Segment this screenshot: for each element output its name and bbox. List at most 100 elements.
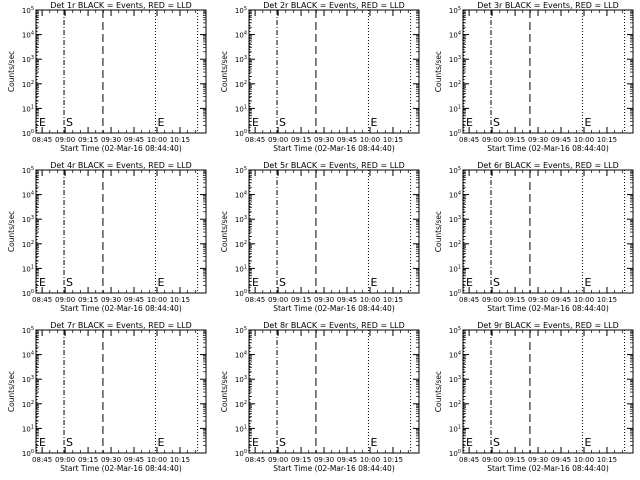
x-tick-label: 10:00 [360,456,380,464]
y-axis-label: Counts/sec [7,371,16,412]
y-tick-label: 105 [235,6,247,15]
y-axis-label: Counts/sec [220,51,229,92]
plot-frame [248,329,420,454]
x-tick-label: 09:15 [505,296,525,304]
x-tick-label: 10:15 [597,296,617,304]
marker-label: E [157,116,164,129]
x-tick-label: 09:45 [337,456,357,464]
plot-frame [462,169,634,294]
y-tick-label: 100 [22,129,34,138]
panel-title: Det 7r BLACK = Events, RED = LLD [50,321,192,330]
x-tick-label: 10:00 [147,136,167,144]
y-tick-label: 104 [22,31,34,40]
x-tick-label: 09:00 [55,136,75,144]
marker-label: E [252,276,259,289]
x-tick-label: 09:30 [314,136,334,144]
y-tick-label: 101 [22,264,34,273]
marker-label: S [279,116,286,129]
y-tick-label: 105 [449,166,461,175]
detector-panel-1: Det 1r BLACK = Events, RED = LLD 100 101 10… [7,1,207,153]
y-tick-label: 103 [235,215,247,224]
x-tick-label: 09:45 [124,456,144,464]
x-tick-label: 10:00 [574,296,594,304]
detector-panel-7: Det 7r BLACK = Events, RED = LLD 100 101 10… [7,321,207,473]
plot-frame [35,9,207,134]
x-tick-label: 08:45 [32,136,52,144]
x-tick-label: 09:15 [78,136,98,144]
x-tick-label: 09:15 [78,456,98,464]
marker-label: S [66,436,73,449]
x-tick-label: 10:15 [383,456,403,464]
y-tick-label: 105 [449,6,461,15]
x-tick-label: 08:45 [245,456,265,464]
x-tick-label: 09:00 [268,136,288,144]
x-tick-label: 09:45 [124,296,144,304]
y-tick-label: 100 [449,289,461,298]
marker-label: E [370,116,377,129]
x-tick-label: 09:00 [268,456,288,464]
marker-label: E [157,276,164,289]
y-tick-label: 105 [22,166,34,175]
marker-label: E [584,436,591,449]
y-tick-label: 101 [235,104,247,113]
y-tick-label: 104 [449,191,461,200]
y-tick-label: 103 [449,55,461,64]
y-tick-label: 103 [235,375,247,384]
marker-label: E [370,436,377,449]
marker-label: S [279,436,286,449]
y-tick-label: 100 [235,449,247,458]
y-tick-label: 104 [235,191,247,200]
y-tick-label: 103 [22,375,34,384]
marker-label: S [493,436,500,449]
marker-label: E [584,116,591,129]
x-tick-label: 08:45 [32,456,52,464]
y-tick-label: 100 [22,449,34,458]
panel-title: Det 2r BLACK = Events, RED = LLD [263,1,405,10]
x-tick-label: 09:30 [528,456,548,464]
y-tick-label: 101 [449,264,461,273]
y-tick-label: 102 [449,400,461,409]
y-tick-label: 101 [22,104,34,113]
x-tick-label: 09:30 [314,456,334,464]
marker-label: S [66,276,73,289]
marker-label: S [493,116,500,129]
x-tick-label: 09:15 [291,296,311,304]
x-tick-label: 08:45 [32,296,52,304]
x-tick-label: 09:30 [101,456,121,464]
x-tick-label: 09:30 [314,296,334,304]
y-axis-label: Counts/sec [220,211,229,252]
plot-frame [462,9,634,134]
panel-title: Det 6r BLACK = Events, RED = LLD [477,161,619,170]
y-tick-label: 103 [22,55,34,64]
plot-frame [462,329,634,454]
x-tick-label: 10:15 [383,136,403,144]
y-tick-label: 102 [22,400,34,409]
y-tick-label: 102 [235,80,247,89]
panel-title: Det 3r BLACK = Events, RED = LLD [477,1,619,10]
y-tick-label: 102 [235,400,247,409]
x-tick-label: 09:00 [482,296,502,304]
x-tick-label: 08:45 [459,456,479,464]
x-axis-label: Start Time (02-Mar-16 08:44:40) [487,144,609,153]
y-axis-label: Counts/sec [7,51,16,92]
y-tick-label: 104 [449,31,461,40]
x-tick-label: 10:15 [170,296,190,304]
x-tick-label: 09:15 [291,136,311,144]
x-tick-label: 09:30 [101,136,121,144]
marker-label: E [466,116,473,129]
x-tick-label: 09:45 [337,296,357,304]
marker-label: E [466,276,473,289]
x-tick-label: 09:00 [55,296,75,304]
y-tick-label: 100 [22,289,34,298]
marker-label: S [493,276,500,289]
y-tick-label: 102 [22,240,34,249]
marker-label: S [66,116,73,129]
x-axis-label: Start Time (02-Mar-16 08:44:40) [487,464,609,473]
detector-panel-8: Det 8r BLACK = Events, RED = LLD 100 101 10… [220,321,420,473]
y-axis-label: Counts/sec [7,211,16,252]
marker-label: E [370,276,377,289]
y-tick-label: 102 [449,240,461,249]
y-tick-label: 100 [235,129,247,138]
plot-frame [248,9,420,134]
